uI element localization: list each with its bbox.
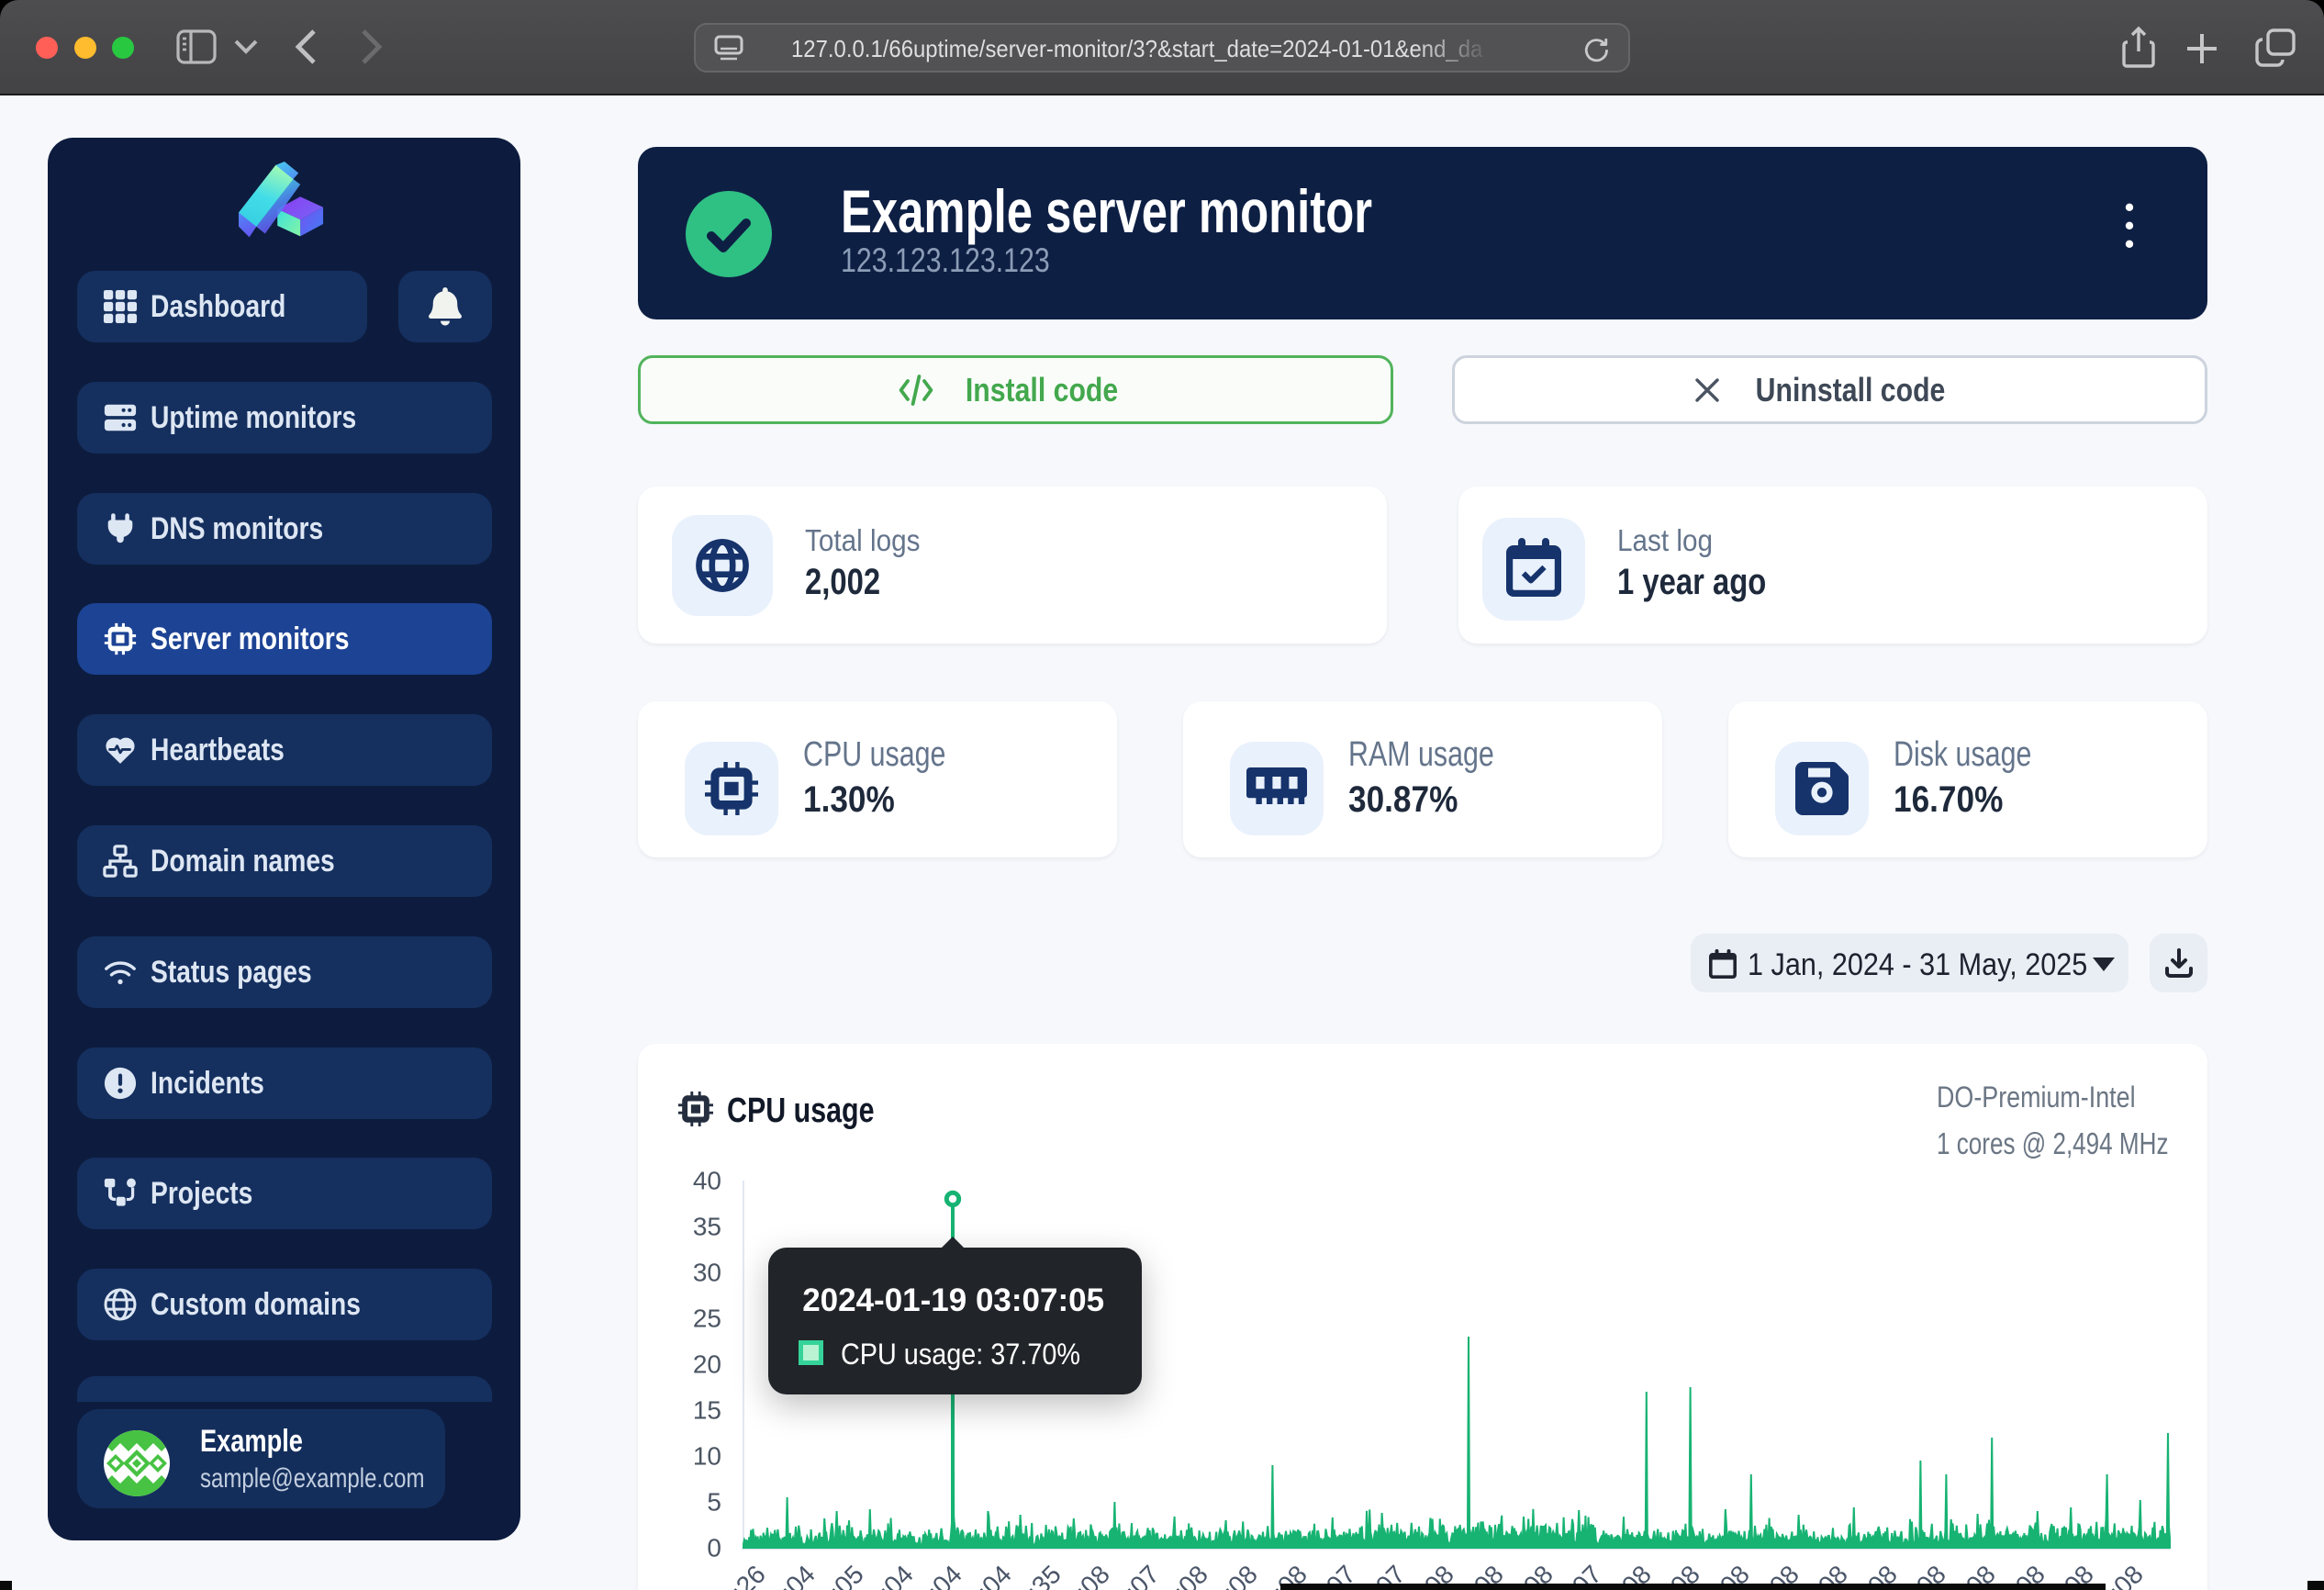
svg-text:15: 15 bbox=[693, 1395, 721, 1424]
svg-text:25: 25 bbox=[693, 1304, 721, 1332]
svg-text:10: 10 bbox=[693, 1441, 721, 1470]
svg-text:30: 30 bbox=[693, 1258, 721, 1286]
svg-text:0: 0 bbox=[707, 1533, 721, 1562]
svg-text:40: 40 bbox=[693, 1166, 721, 1194]
svg-text:5: 5 bbox=[707, 1487, 721, 1516]
svg-text:20: 20 bbox=[693, 1349, 721, 1378]
svg-text:35: 35 bbox=[693, 1212, 721, 1240]
